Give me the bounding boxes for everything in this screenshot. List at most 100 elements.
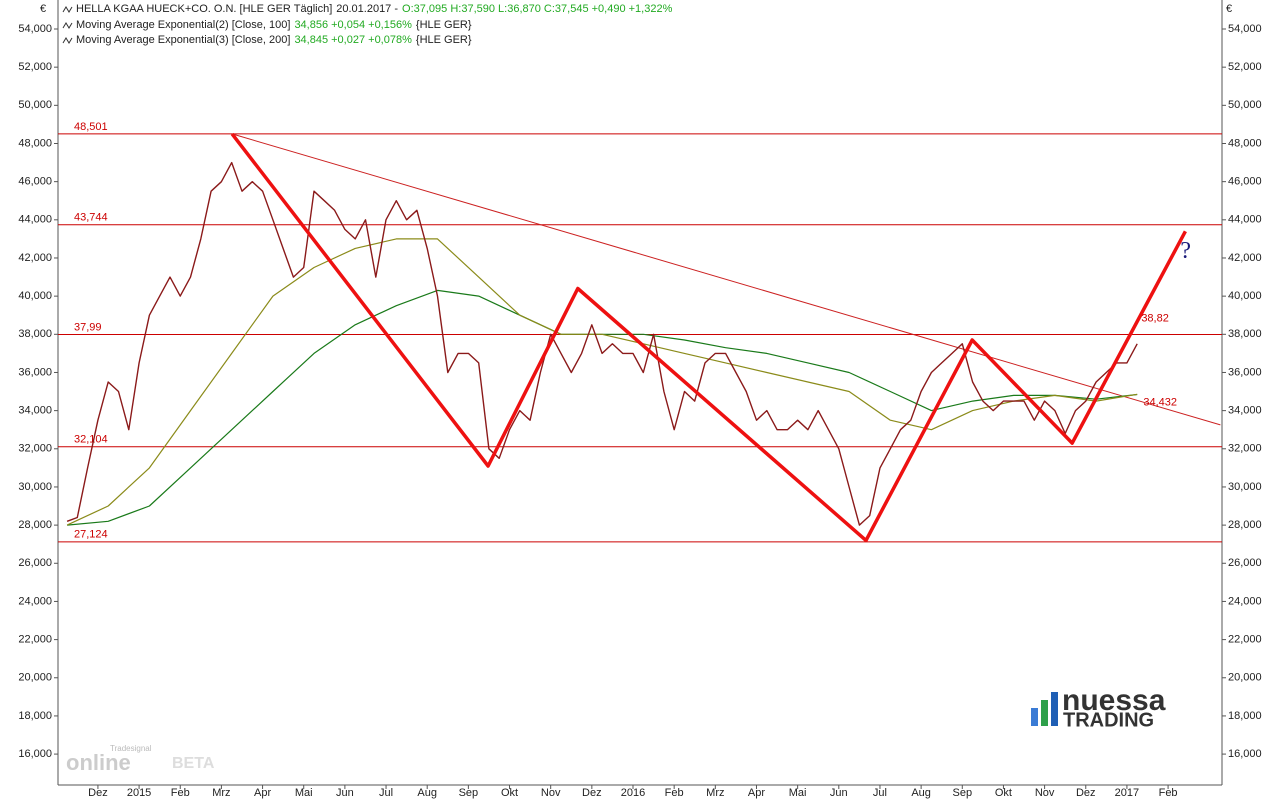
legend-name: Moving Average Exponential(2) [Close, 10…	[76, 19, 290, 31]
legend-quote: 34,856 +0,054 +0,156%	[294, 19, 412, 31]
y-tick-label: 30,000	[1228, 481, 1262, 493]
x-tick-label: Nov	[1035, 787, 1055, 799]
watermark: BETA	[172, 755, 215, 772]
x-tick-label: Feb	[1159, 787, 1178, 799]
y-tick-label: 50,000	[18, 99, 52, 111]
x-tick-label: 2017	[1115, 787, 1139, 799]
y-tick-label: 28,000	[1228, 519, 1262, 531]
y-tick-label: 44,000	[18, 214, 52, 226]
x-tick-label: Apr	[748, 787, 765, 799]
x-tick-label: Nov	[541, 787, 561, 799]
legend-quote: O:37,095 H:37,590 L:36,870 C:37,545 +0,4…	[402, 3, 673, 15]
x-tick-label: Feb	[171, 787, 190, 799]
y-tick-label: 36,000	[18, 366, 52, 378]
y-tick-label: 48,000	[1228, 137, 1262, 149]
level-label: 48,501	[74, 121, 108, 133]
legend-symbol: {HLE GER}	[416, 19, 472, 31]
x-tick-label: Aug	[911, 787, 931, 799]
y-tick-label: 40,000	[18, 290, 52, 302]
y-tick-label: 52,000	[1228, 61, 1262, 73]
x-tick-label: Okt	[501, 787, 518, 799]
y-tick-label: 50,000	[1228, 99, 1262, 111]
legend-icon	[62, 22, 73, 29]
y-tick-label: 28,000	[18, 519, 52, 531]
legend-name: Moving Average Exponential(3) [Close, 20…	[76, 34, 290, 46]
y-tick-label: 46,000	[1228, 176, 1262, 188]
y-tick-label: 42,000	[1228, 252, 1262, 264]
y-tick-label: 38,000	[18, 328, 52, 340]
y-tick-label: 16,000	[18, 748, 52, 760]
y-tick-label: 20,000	[1228, 672, 1262, 684]
y-tick-label: 38,000	[1228, 328, 1262, 340]
x-tick-label: Feb	[665, 787, 684, 799]
y-tick-label: 22,000	[1228, 634, 1262, 646]
x-tick-label: Sep	[459, 787, 479, 799]
x-tick-label: Mai	[295, 787, 313, 799]
ema-100	[66, 238, 1138, 526]
y-tick-label: 32,000	[18, 443, 52, 455]
currency-right: €	[1226, 3, 1232, 15]
y-tick-label: 54,000	[1228, 23, 1262, 35]
x-tick-label: Dez	[1076, 787, 1096, 799]
x-tick-label: Okt	[995, 787, 1012, 799]
legend-icon	[62, 6, 73, 13]
y-tick-label: 26,000	[18, 557, 52, 569]
x-tick-label: Mrz	[706, 787, 724, 799]
x-tick-label: Jun	[830, 787, 848, 799]
logo-icon	[1051, 692, 1058, 726]
legend-icon	[62, 37, 73, 44]
price-line	[66, 161, 1138, 526]
y-tick-label: 16,000	[1228, 748, 1262, 760]
watermark: online	[66, 750, 131, 775]
x-tick-label: Dez	[88, 787, 108, 799]
y-tick-label: 42,000	[18, 252, 52, 264]
legend-name: HELLA KGAA HUECK+CO. O.N. [HLE GER Tägli…	[76, 3, 332, 15]
y-tick-label: 30,000	[18, 481, 52, 493]
level-label: 27,124	[74, 529, 108, 541]
y-tick-label: 46,000	[18, 176, 52, 188]
logo-text: TRADING	[1063, 709, 1154, 731]
y-tick-label: 54,000	[18, 23, 52, 35]
y-tick-label: 18,000	[18, 710, 52, 722]
level-label: 37,99	[74, 321, 102, 333]
annotation: ?	[1180, 238, 1191, 264]
y-tick-label: 18,000	[1228, 710, 1262, 722]
y-tick-label: 24,000	[18, 595, 52, 607]
legend: HELLA KGAA HUECK+CO. O.N. [HLE GER Tägli…	[76, 3, 332, 46]
y-tick-label: 52,000	[18, 61, 52, 73]
x-tick-label: Aug	[417, 787, 437, 799]
y-tick-label: 26,000	[1228, 557, 1262, 569]
x-tick-label: Jun	[336, 787, 354, 799]
y-tick-label: 44,000	[1228, 214, 1262, 226]
x-tick-label: Jul	[379, 787, 393, 799]
y-tick-label: 32,000	[1228, 443, 1262, 455]
logo-text: nuessa	[1062, 684, 1166, 717]
y-tick-label: 20,000	[18, 672, 52, 684]
x-tick-label: 2016	[621, 787, 645, 799]
zigzag	[230, 132, 1187, 543]
level-label: 43,744	[74, 212, 108, 224]
y-tick-label: 36,000	[1228, 366, 1262, 378]
y-tick-label: 48,000	[18, 137, 52, 149]
legend-quote: 34,845 +0,027 +0,078%	[294, 34, 412, 46]
currency-left: €	[40, 3, 46, 15]
x-tick-label: Mai	[789, 787, 807, 799]
logo-icon	[1031, 708, 1038, 726]
watermark: Tradesignal	[110, 744, 152, 753]
x-tick-label: Sep	[952, 787, 972, 799]
y-tick-label: 22,000	[18, 634, 52, 646]
trend-line	[231, 133, 1221, 426]
legend-date: 20.01.2017 -	[336, 3, 398, 15]
y-tick-label: 24,000	[1228, 595, 1262, 607]
x-tick-label: Dez	[582, 787, 602, 799]
legend-symbol: {HLE GER}	[416, 34, 472, 46]
annotation: 34,432	[1143, 396, 1177, 408]
y-tick-label: 40,000	[1228, 290, 1262, 302]
x-tick-label: Mrz	[212, 787, 230, 799]
y-tick-label: 34,000	[18, 405, 52, 417]
annotation: 38,82	[1141, 313, 1169, 325]
x-tick-label: Apr	[254, 787, 271, 799]
x-tick-label: Jul	[873, 787, 887, 799]
x-tick-label: 2015	[127, 787, 151, 799]
